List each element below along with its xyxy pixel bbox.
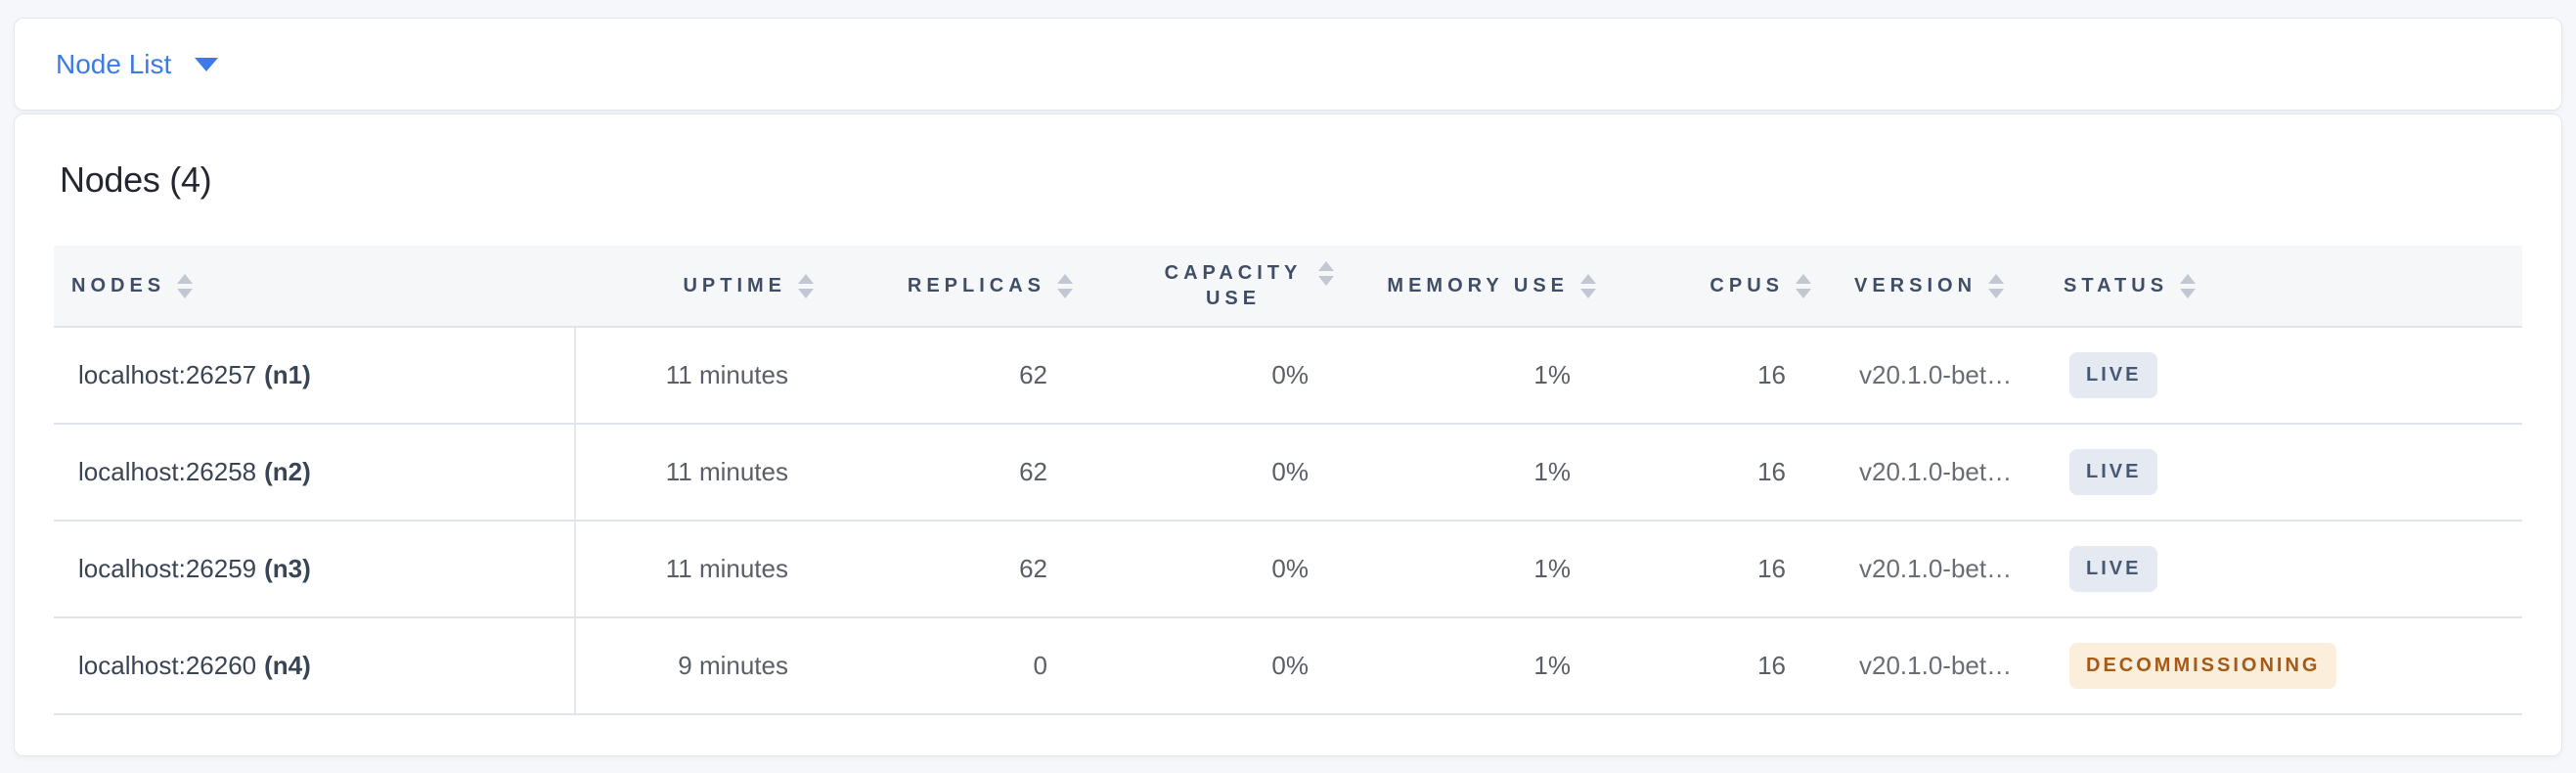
node-id: (n3) [264,554,311,583]
table-body: localhost:26257 (n1) 11 minutes 62 0% 1%… [54,328,2522,715]
column-header-version[interactable]: VERSION [1818,246,2038,326]
column-header-nodes[interactable]: NODES [54,246,576,326]
node-address-cell[interactable]: localhost:26257 (n1) [54,328,576,423]
sort-icon [1318,260,1334,286]
column-header-memory-use[interactable]: MEMORY USE [1347,246,1613,326]
column-label: CPUS [1710,274,1784,296]
version-cell: v20.1.0-bet… [1859,360,2013,389]
node-address: localhost:26257 [78,360,257,389]
node-address: localhost:26258 [78,457,257,486]
column-header-cpus[interactable]: CPUS [1613,246,1818,326]
memory-use-cell: 1% [1533,360,1571,389]
sort-icon [2180,273,2197,298]
status-cell: LIVE [2038,425,2522,520]
sort-icon [1988,273,2005,298]
node-address: localhost:26259 [78,554,257,583]
status-cell: LIVE [2038,522,2522,616]
cpus-cell: 16 [1757,554,1786,583]
page-title: Nodes (4) [60,159,212,200]
uptime-cell: 11 minutes [665,457,788,486]
replicas-cell: 62 [1019,457,1047,486]
node-table: NODES UPTIME REPLICAS CAPACITY USE MEMOR… [54,246,2522,715]
sort-icon [1057,273,1073,298]
node-id: (n2) [264,457,311,486]
sort-icon [798,273,814,298]
memory-use-cell: 1% [1533,554,1571,583]
uptime-cell: 11 minutes [665,554,788,583]
capacity-use-cell: 0% [1271,554,1309,583]
table-row: localhost:26258 (n2) 11 minutes 62 0% 1%… [54,425,2522,522]
column-label: MEMORY USE [1387,274,1569,296]
column-label: STATUS [2064,274,2169,296]
table-row: localhost:26259 (n3) 11 minutes 62 0% 1%… [54,522,2522,618]
sort-icon [1580,273,1596,298]
column-header-capacity-use[interactable]: CAPACITY USE [1079,246,1347,326]
column-label: REPLICAS [907,274,1045,296]
view-dropdown[interactable]: Node List [56,48,219,80]
sort-icon [1796,273,1811,298]
status-badge: DECOMMISSIONING [2069,643,2337,689]
capacity-use-cell: 0% [1271,360,1309,389]
uptime-cell: 9 minutes [678,651,788,680]
cpus-cell: 16 [1757,457,1786,486]
view-selector-card: Node List [14,18,2562,111]
column-header-uptime[interactable]: UPTIME [576,246,819,326]
table-row: localhost:26257 (n1) 11 minutes 62 0% 1%… [54,328,2522,425]
cpus-cell: 16 [1757,360,1786,389]
node-address: localhost:26260 [78,651,257,680]
node-address-cell[interactable]: localhost:26258 (n2) [54,425,576,520]
version-cell: v20.1.0-bet… [1859,651,2013,680]
page: Node List Nodes (4) NODES UPTIME REPLICA… [14,18,2562,756]
status-cell: DECOMMISSIONING [2038,618,2522,713]
nodes-card: Nodes (4) NODES UPTIME REPLICAS CAPACITY… [14,114,2562,756]
column-header-status[interactable]: STATUS [2038,246,2522,326]
column-label: VERSION [1854,274,1977,296]
node-address-cell[interactable]: localhost:26259 (n3) [54,522,576,616]
replicas-cell: 62 [1019,554,1047,583]
capacity-use-cell: 0% [1271,651,1309,680]
uptime-cell: 11 minutes [665,360,788,389]
status-badge: LIVE [2069,352,2158,398]
node-id: (n4) [264,651,311,680]
sort-icon [177,273,194,298]
table-row: localhost:26260 (n4) 9 minutes 0 0% 1% 1… [54,618,2522,715]
cpus-cell: 16 [1757,651,1786,680]
node-address-cell[interactable]: localhost:26260 (n4) [54,618,576,713]
view-dropdown-label: Node List [56,48,172,79]
column-label: NODES [71,274,166,296]
status-cell: LIVE [2038,328,2522,423]
replicas-cell: 62 [1019,360,1047,389]
capacity-use-cell: 0% [1271,457,1309,486]
table-header-row: NODES UPTIME REPLICAS CAPACITY USE MEMOR… [54,246,2522,328]
status-badge: LIVE [2069,449,2158,495]
status-badge: LIVE [2069,546,2158,592]
column-label: CAPACITY USE [1164,262,1303,309]
version-cell: v20.1.0-bet… [1859,457,2013,486]
memory-use-cell: 1% [1533,457,1571,486]
memory-use-cell: 1% [1533,651,1571,680]
column-header-replicas[interactable]: REPLICAS [819,246,1079,326]
version-cell: v20.1.0-bet… [1859,554,2013,583]
column-label: UPTIME [683,274,786,296]
replicas-cell: 0 [1033,651,1047,680]
chevron-down-icon [195,57,219,71]
node-id: (n1) [264,360,311,389]
